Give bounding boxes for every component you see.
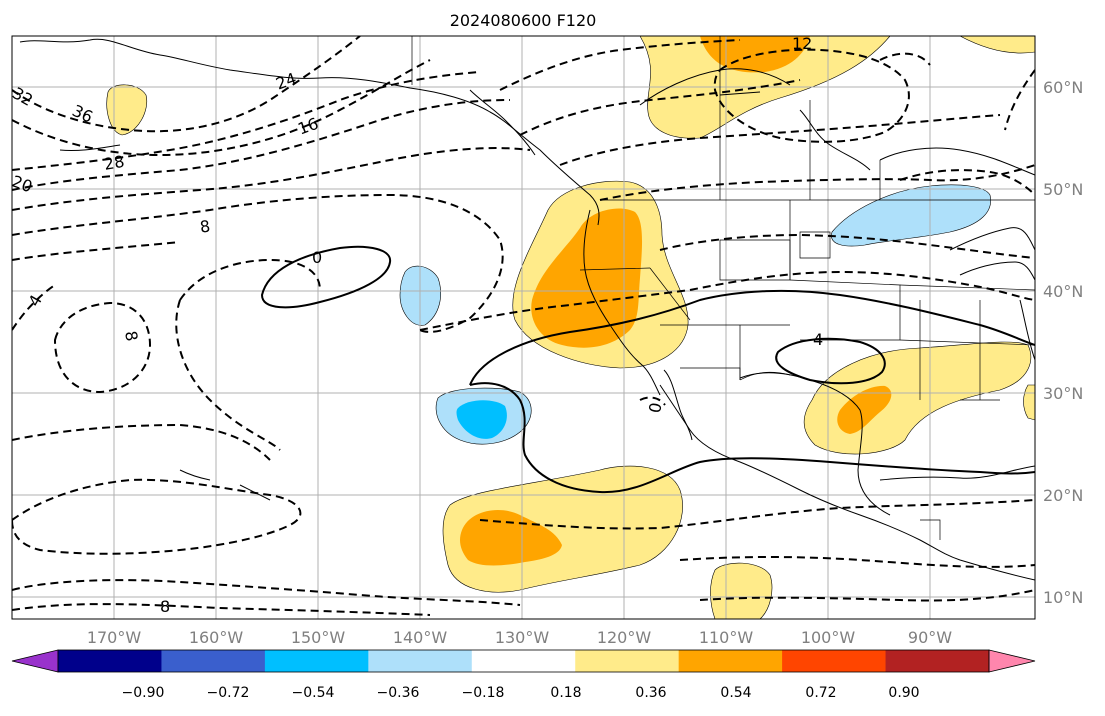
colorbar-extend-max	[988, 649, 1036, 673]
contour-label: 12	[792, 34, 812, 53]
negative-anomaly-strong	[456, 400, 507, 439]
colorbar-segment	[782, 650, 887, 672]
colorbar-tick-label: 0.18	[550, 685, 581, 701]
colorbar-segment	[471, 650, 576, 672]
colorbar-segment	[161, 650, 266, 672]
contour-label: 0	[645, 401, 665, 414]
lat-label: 30°N	[1043, 384, 1083, 403]
contour-label: 8	[199, 217, 212, 237]
colorbar-tick-label: −0.36	[377, 685, 420, 701]
contour-label: 8	[121, 329, 141, 342]
colorbar-tick-label: −0.54	[292, 685, 335, 701]
colorbar	[11, 649, 1036, 673]
contour-label: 20	[9, 172, 35, 197]
lon-label: 160°W	[189, 628, 244, 647]
lon-label: 120°W	[597, 628, 652, 647]
colorbar-segment	[575, 650, 680, 672]
lon-label: 110°W	[699, 628, 754, 647]
colorbar-segment	[264, 650, 369, 672]
colorbar-tick-label: −0.18	[462, 685, 505, 701]
map-area: 32 36 28 24 16 12 8 0 4 8 4 0 8 20	[9, 34, 1035, 619]
contour-label: 8	[160, 597, 170, 616]
longitude-labels: 170°W 160°W 150°W 140°W 130°W 120°W 110°…	[87, 628, 952, 647]
lat-label: 40°N	[1043, 282, 1083, 301]
colorbar-outline	[57, 649, 990, 673]
colorbar-tick-label: 0.54	[720, 685, 751, 701]
colorbar-tick-label: −0.72	[207, 685, 250, 701]
lat-label: 10°N	[1043, 588, 1083, 607]
map-title: 2024080600 F120	[450, 11, 597, 30]
colorbar-segment	[885, 650, 990, 672]
lon-label: 170°W	[87, 628, 142, 647]
contour-label: 28	[102, 152, 125, 174]
colorbar-tick-label: −0.90	[122, 685, 165, 701]
colorbar-tick-label: 0.72	[805, 685, 836, 701]
colorbar-tick-label: 0.36	[635, 685, 666, 701]
lat-label: 60°N	[1043, 78, 1083, 97]
dashed-contours	[12, 36, 1035, 616]
latitude-labels: 60°N 50°N 40°N 30°N 20°N 10°N	[1043, 78, 1083, 607]
lon-label: 150°W	[291, 628, 346, 647]
lat-label: 20°N	[1043, 486, 1083, 505]
lon-label: 130°W	[495, 628, 550, 647]
lon-label: 90°W	[908, 628, 952, 647]
lat-label: 50°N	[1043, 180, 1083, 199]
map-frame	[11, 35, 1036, 620]
lon-label: 140°W	[393, 628, 448, 647]
lon-label: 100°W	[801, 628, 856, 647]
colorbar-segment	[368, 650, 473, 672]
colorbar-segment	[678, 650, 783, 672]
colorbar-tick-label: 0.90	[888, 685, 919, 701]
colorbar-ticks: −0.90 −0.72 −0.54 −0.36 −0.18 0.18 0.36 …	[122, 685, 920, 701]
contour-label: 4	[813, 330, 823, 349]
solid-contours	[260, 245, 1035, 494]
graticule	[12, 36, 1035, 619]
colorbar-extend-min	[11, 649, 59, 673]
colorbar-segment	[58, 650, 162, 672]
contour-label: 0	[312, 248, 322, 267]
